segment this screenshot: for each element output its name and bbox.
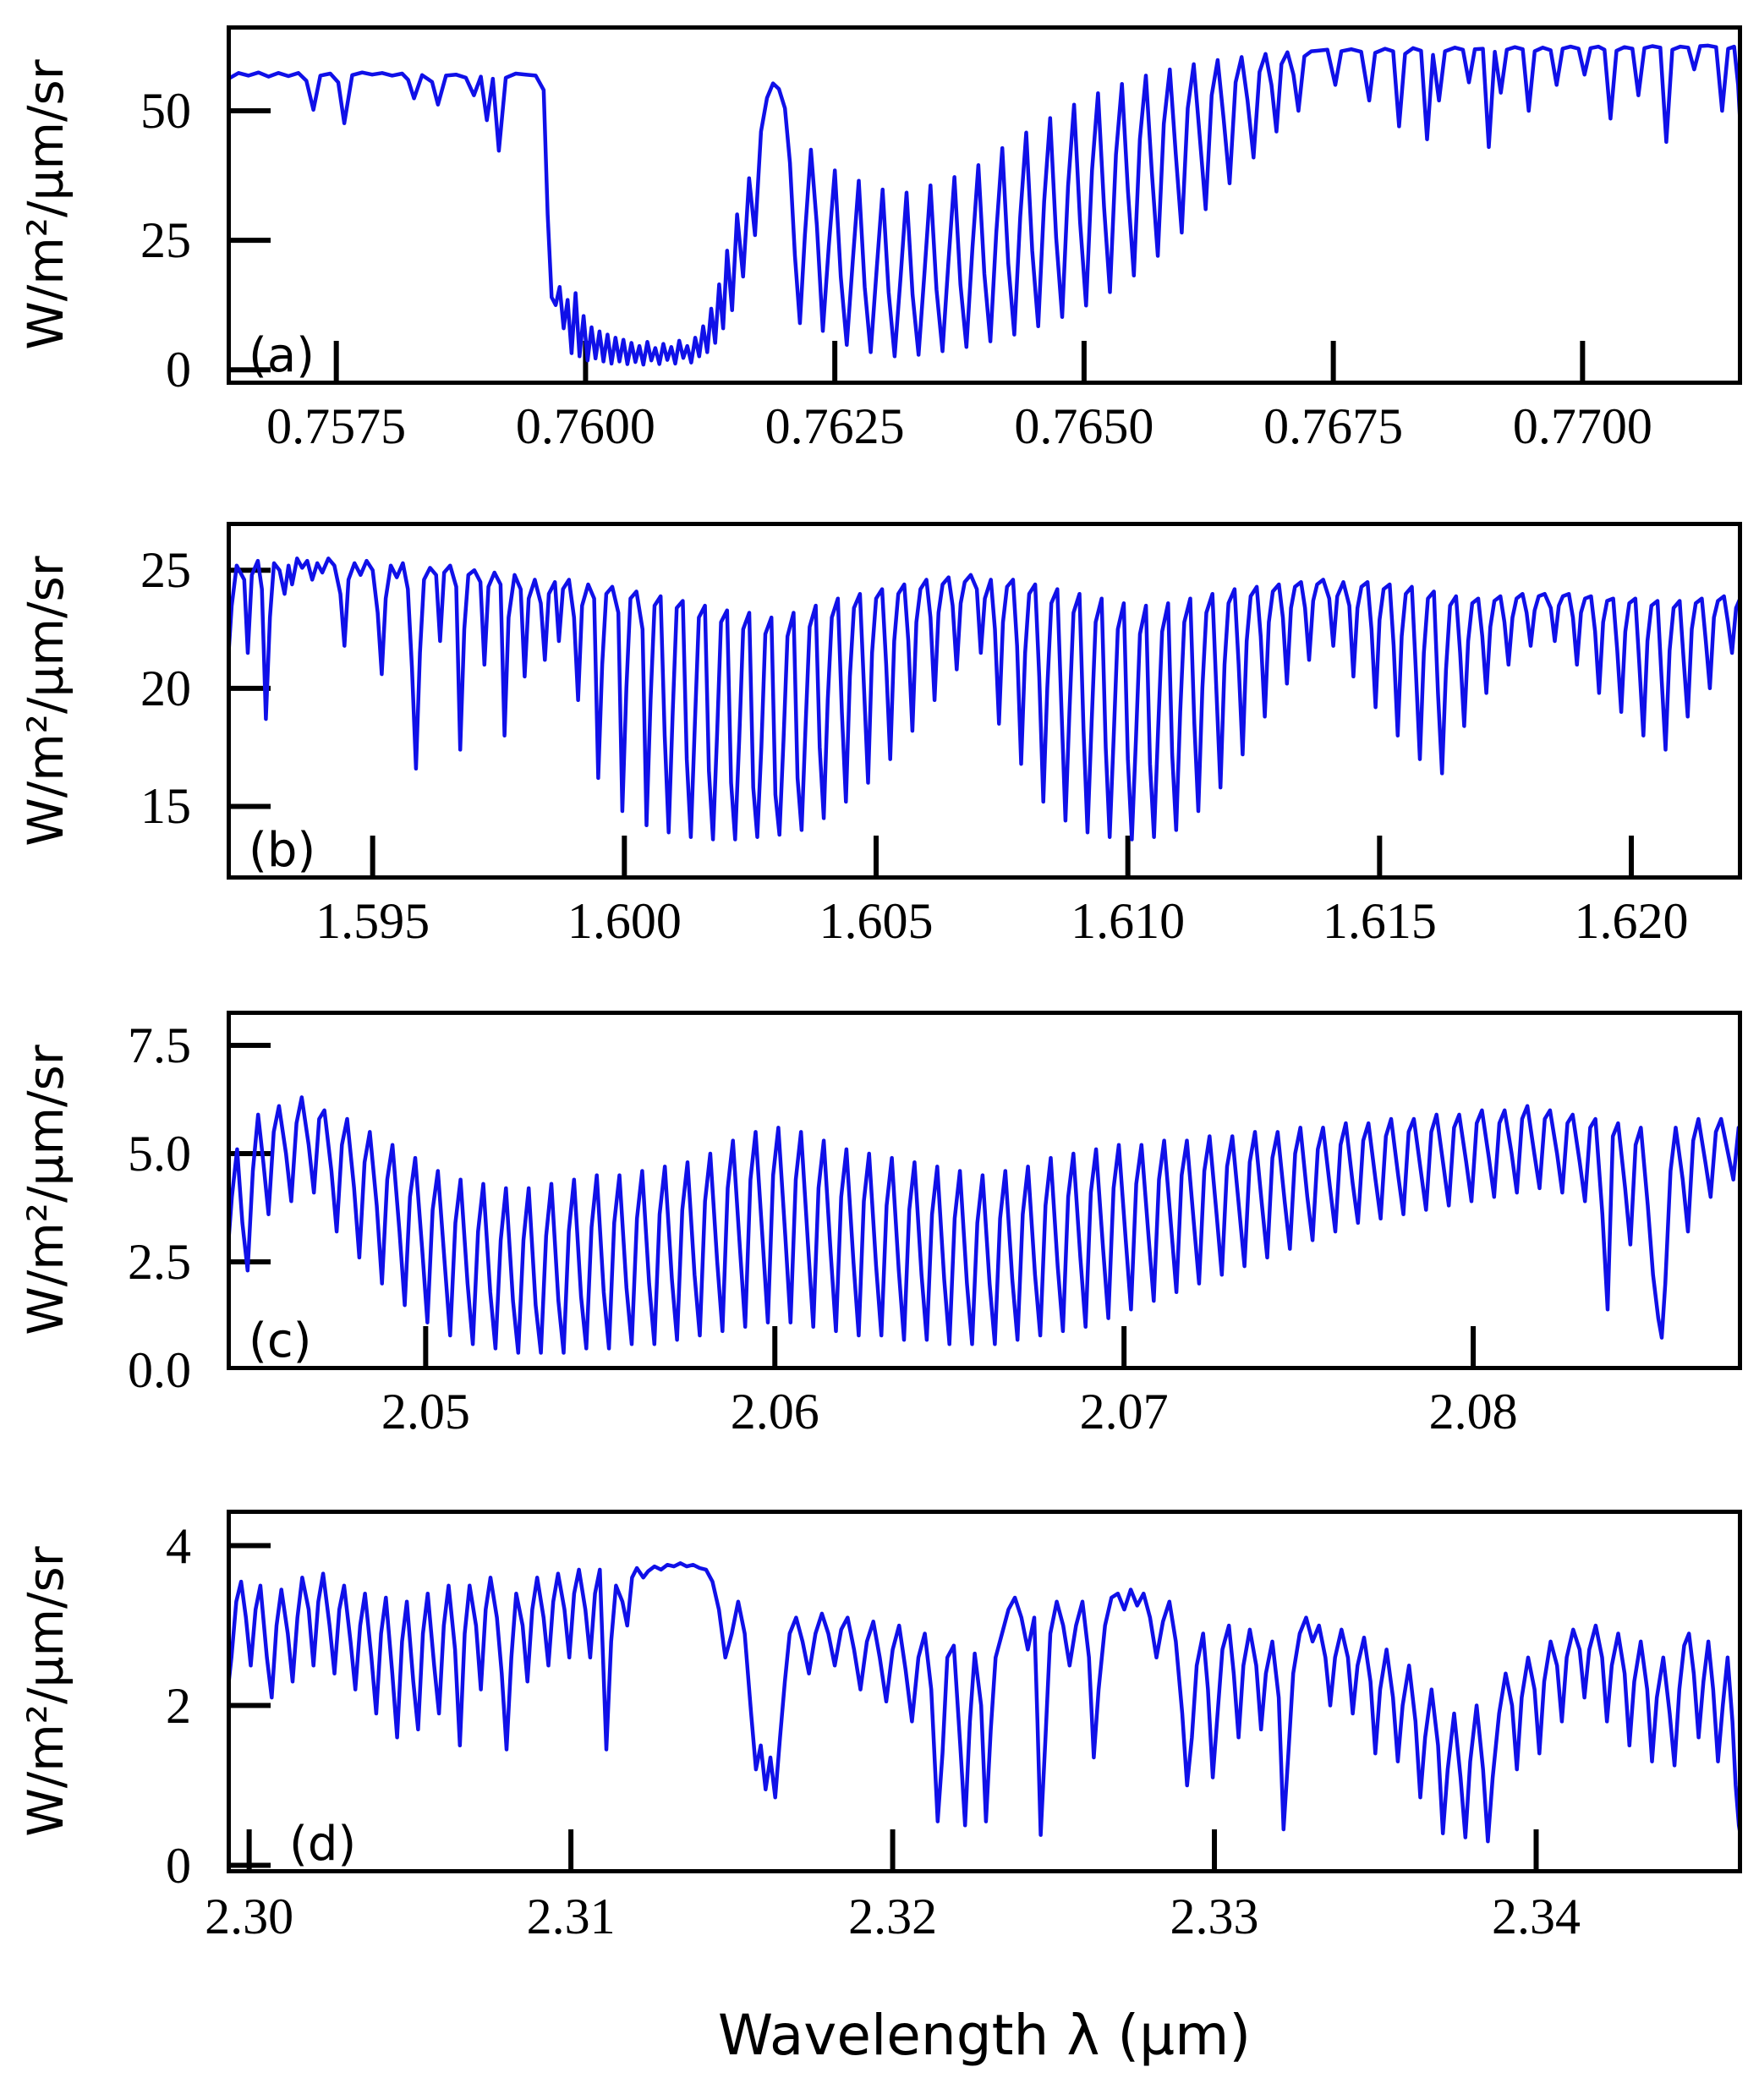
panel-b-ticks [229,567,1635,877]
panel-b-canvas [227,522,1742,880]
panel-d-ticks [229,1543,1539,1871]
panel-d-plot: (d) [227,1510,1742,1873]
x-tick-label: 2.33 [1170,1889,1259,1944]
panel-b-plot: (b) [227,522,1742,880]
y-tick-labels-a: 0 25 50 [0,25,211,395]
x-tick-label: 2.32 [848,1889,938,1944]
y-tick-label: 0.0 [128,1342,191,1398]
x-tick-label: 2.05 [381,1384,470,1439]
x-tick-label: 2.31 [526,1889,616,1944]
panel-d-frame [227,1510,1742,1873]
x-tick-label: 0.7575 [266,398,407,454]
spectrum-line-d [227,1561,1742,1848]
x-tick-label: 2.34 [1492,1889,1581,1944]
y-tick-label: 4 [166,1517,191,1574]
y-tick-label: 15 [140,778,191,835]
spectrum-line-b [227,557,1742,842]
x-tick-label: 0.7700 [1512,398,1652,454]
y-tick-label: 25 [140,212,191,269]
x-tick-label: 1.615 [1322,893,1437,949]
panel-d-canvas [227,1510,1742,1873]
y-tick-labels-c: 0.0 2.5 5.0 7.5 [0,1011,211,1395]
x-axis-label: Wavelength λ (µm) [717,2003,1252,2068]
x-tick-label: 0.7625 [764,398,905,454]
y-tick-label: 20 [140,660,191,716]
panel-a-ticks [229,108,1586,382]
panel-c-plot: (c) [227,1011,1742,1370]
x-tick-label: 1.595 [315,893,430,949]
panel-letter-c: (c) [249,1313,312,1368]
x-tick-label: 1.605 [819,893,934,949]
x-tick-label: 1.610 [1071,893,1186,949]
y-tick-labels-d: 0 2 4 [0,1510,211,1891]
x-tick-label: 0.7650 [1014,398,1154,454]
x-tick-labels-a: 0.7575 0.7600 0.7625 0.7650 0.7675 0.7700 [227,389,1742,457]
y-tick-label: 2 [166,1677,191,1734]
x-tick-labels-b: 1.595 1.600 1.605 1.610 1.615 1.620 [227,884,1742,951]
spectrum-line-c [227,1095,1742,1355]
y-tick-label: 5.0 [128,1125,191,1182]
panel-letter-a: (a) [249,328,315,383]
x-tick-label: 1.600 [567,893,682,949]
x-tick-label: 2.06 [730,1384,819,1439]
spectrum-line-a [227,43,1742,367]
x-tick-label: 2.08 [1428,1384,1518,1439]
panel-c-frame [227,1011,1742,1370]
panel-letter-d: (d) [289,1817,357,1872]
x-tick-label: 1.620 [1574,893,1689,949]
panel-a-frame [227,25,1742,385]
x-tick-label: 2.07 [1079,1384,1169,1439]
y-tick-label: 0 [166,1837,191,1894]
y-tick-label: 50 [140,83,191,140]
x-tick-labels-d: 2.30 2.31 2.32 2.33 2.34 [205,1879,1742,1947]
panel-a-canvas [227,25,1742,385]
y-tick-label: 2.5 [128,1233,191,1290]
y-tick-label: 7.5 [128,1017,191,1073]
y-tick-label: 0 [166,342,191,398]
panel-c-canvas [227,1011,1742,1370]
x-tick-label: 2.30 [205,1889,294,1944]
panel-a-plot: (a) [227,25,1742,385]
x-tick-label: 0.7600 [515,398,655,454]
panel-letter-b: (b) [249,823,316,878]
x-tick-labels-c: 2.05 2.06 2.07 2.08 [227,1374,1742,1442]
y-tick-label: 25 [140,542,191,599]
x-tick-label: 0.7675 [1263,398,1404,454]
y-tick-labels-b: 15 20 25 [0,522,211,880]
panel-b-frame [227,522,1742,880]
